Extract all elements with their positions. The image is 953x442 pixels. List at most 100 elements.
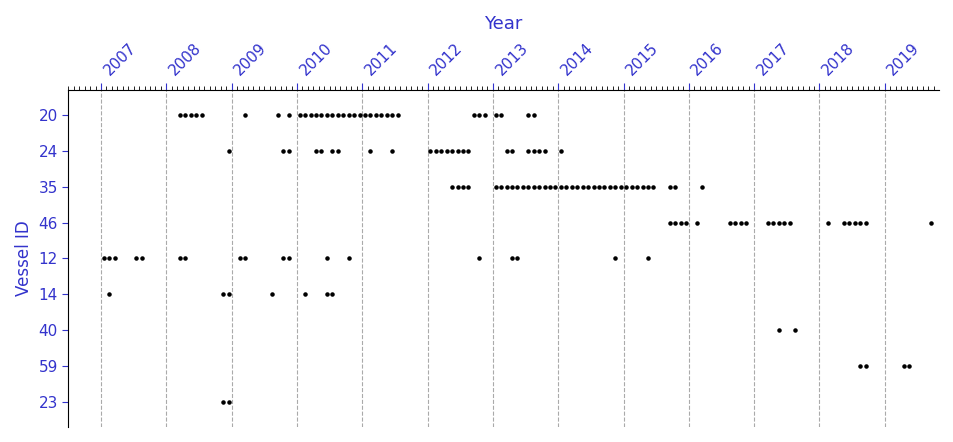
Point (384, 147, 399, 154)
Point (172, 111, 188, 118)
Point (667, 219, 682, 226)
Point (340, 255, 355, 262)
Point (727, 219, 742, 226)
Point (390, 111, 405, 118)
Point (639, 255, 655, 262)
Point (639, 183, 655, 190)
Point (450, 147, 465, 154)
Point (661, 183, 677, 190)
Point (575, 183, 590, 190)
Point (645, 183, 660, 190)
Point (770, 219, 785, 226)
Point (547, 183, 562, 190)
Point (629, 183, 644, 190)
Point (362, 111, 377, 118)
Point (308, 111, 323, 118)
Point (237, 255, 253, 262)
Point (667, 183, 682, 190)
Point (836, 219, 851, 226)
Point (531, 147, 546, 154)
Point (352, 111, 367, 118)
Point (450, 183, 465, 190)
Point (384, 111, 399, 118)
Point (308, 147, 323, 154)
Point (101, 255, 116, 262)
Point (433, 147, 448, 154)
Point (330, 147, 345, 154)
Point (504, 255, 519, 262)
Point (281, 255, 296, 262)
Point (498, 183, 514, 190)
Point (601, 183, 617, 190)
Point (895, 362, 910, 370)
Point (672, 219, 687, 226)
Point (764, 219, 780, 226)
Point (476, 111, 492, 118)
Point (422, 147, 437, 154)
Point (438, 147, 454, 154)
Point (553, 183, 568, 190)
Point (721, 219, 737, 226)
Point (607, 255, 622, 262)
Point (96, 255, 112, 262)
Point (232, 255, 247, 262)
Point (820, 219, 835, 226)
Point (455, 147, 470, 154)
Point (776, 219, 791, 226)
Point (569, 183, 584, 190)
Point (488, 183, 503, 190)
Point (292, 111, 307, 118)
Point (189, 111, 204, 118)
Point (455, 183, 470, 190)
Point (314, 147, 329, 154)
Point (193, 111, 209, 118)
Point (129, 255, 144, 262)
X-axis label: Year: Year (484, 15, 522, 33)
Point (428, 147, 443, 154)
Point (374, 111, 389, 118)
Point (471, 111, 486, 118)
Point (275, 147, 291, 154)
Point (101, 291, 116, 298)
Point (498, 147, 514, 154)
Point (378, 111, 394, 118)
Point (580, 183, 596, 190)
Point (509, 255, 524, 262)
Point (781, 219, 797, 226)
Point (857, 362, 872, 370)
Point (786, 327, 801, 334)
Point (297, 291, 313, 298)
Y-axis label: Vessel ID: Vessel ID (15, 221, 33, 296)
Point (362, 147, 377, 154)
Point (335, 111, 351, 118)
Point (493, 183, 508, 190)
Point (303, 111, 318, 118)
Point (563, 183, 578, 190)
Point (466, 111, 481, 118)
Point (493, 111, 508, 118)
Point (525, 183, 540, 190)
Point (852, 219, 867, 226)
Point (319, 111, 335, 118)
Point (553, 147, 568, 154)
Point (618, 183, 633, 190)
Point (215, 398, 231, 405)
Point (520, 111, 536, 118)
Point (525, 111, 540, 118)
Point (678, 219, 693, 226)
Point (732, 219, 747, 226)
Point (585, 183, 600, 190)
Point (542, 183, 558, 190)
Point (270, 111, 285, 118)
Point (520, 183, 536, 190)
Point (281, 147, 296, 154)
Point (319, 291, 335, 298)
Point (215, 291, 231, 298)
Point (846, 219, 862, 226)
Point (689, 219, 704, 226)
Point (183, 111, 198, 118)
Point (504, 183, 519, 190)
Point (738, 219, 753, 226)
Point (852, 362, 867, 370)
Point (444, 147, 459, 154)
